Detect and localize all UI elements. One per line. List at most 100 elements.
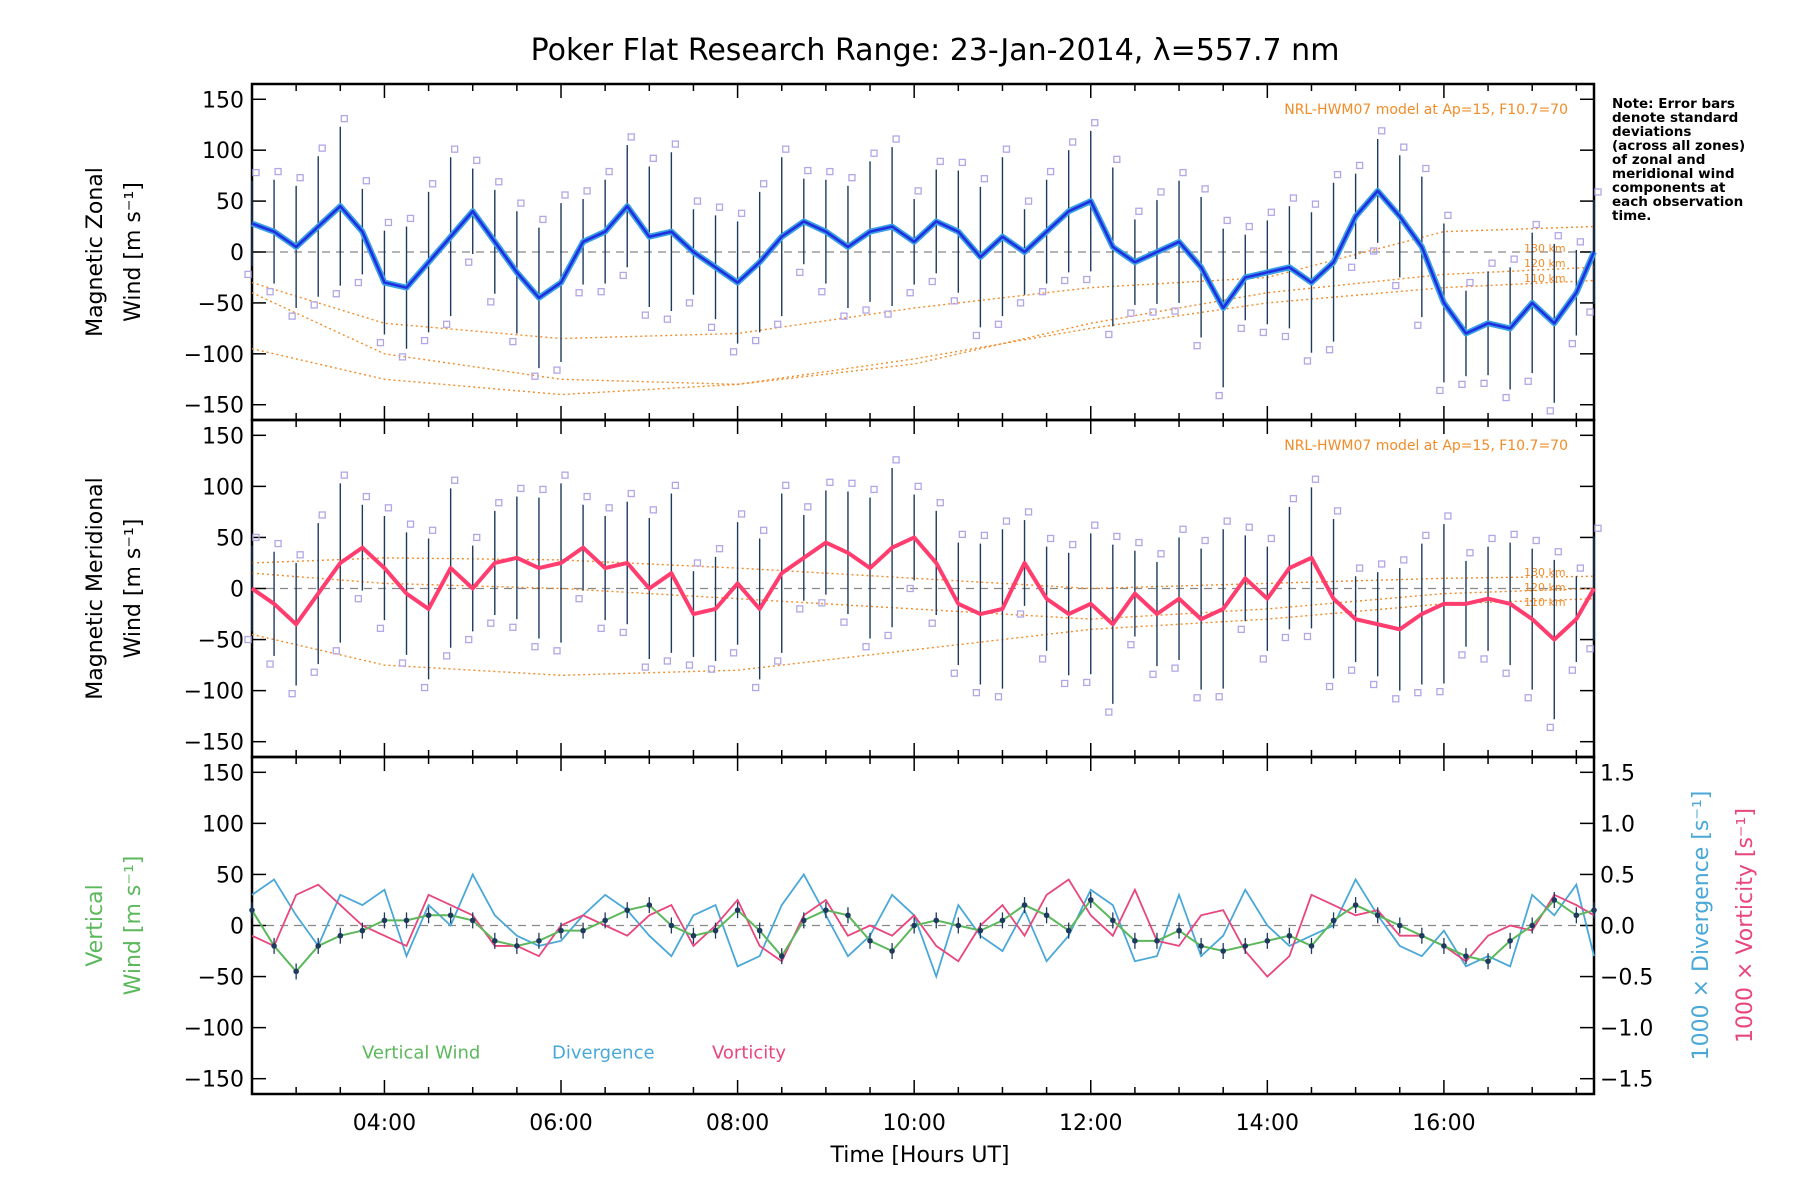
scatter-point [1135,538,1143,547]
note-line: deviations [1612,124,1691,140]
scatter-point [1532,220,1540,229]
scatter-point [561,191,569,199]
note-line: meridional wind [1612,166,1735,182]
scatter-point [1576,564,1584,572]
scatter-point [1502,393,1510,402]
scatter-point [870,149,878,157]
x-tick-label: 06:00 [529,1111,592,1136]
scatter-point [266,288,274,296]
vertical-wind-point [359,927,366,934]
scatter-point [693,197,702,205]
vertical-wind-point [1198,943,1204,949]
scatter-point [641,311,649,319]
scatter-point [980,175,989,183]
altitude-label: 110 km [1524,272,1566,285]
vertical-wind-point [337,932,344,939]
scatter-point [517,484,525,493]
vertical-wind-point [646,902,653,908]
scatter-point [671,140,680,148]
scatter-point [840,618,848,626]
vertical-wind-point [1485,958,1491,965]
right-tick-label: 1.0 [1600,812,1635,837]
scatter-point [288,690,296,698]
scatter-point [707,665,716,673]
vertical-wind-point [249,907,255,913]
scatter-point [1378,560,1386,568]
scatter-point [1061,276,1069,285]
scatter-point [892,135,900,143]
scatter-point [575,289,583,297]
scatter-point [1083,678,1091,687]
vertical-wind-point [690,932,697,939]
y-axis-label: Magnetic Meridional Wind [m s⁻¹] [83,477,146,699]
scatter-point [384,504,393,512]
scatter-point [1458,651,1466,659]
scatter-point [1105,330,1113,339]
scatter-point [1422,164,1430,173]
model-curve-0 [251,598,1595,677]
scatter-point [840,312,848,320]
scatter-point [1510,255,1518,263]
scatter-point [1414,321,1422,329]
scatter-point [1510,530,1518,539]
y-axis-label-line2: Wind [m s⁻¹] [121,182,146,322]
right-tick-label: 1.5 [1600,761,1635,786]
scatter-point [752,336,760,345]
vertical-wind-point [845,912,851,919]
scatter-point [994,320,1003,328]
scatter-point [296,551,304,559]
vertical-wind-point [1264,938,1271,944]
scatter-point [1586,645,1594,653]
scatter-point [1355,564,1364,572]
vertical-wind-point [1374,912,1381,919]
scatter-point [1223,216,1231,225]
scatter-point [531,643,539,651]
vertical-wind-point [1551,897,1558,903]
scatter-point [1113,155,1121,163]
scatter-point [354,278,363,287]
scatter-point [980,531,989,540]
y-tick-label: 150 [202,761,244,786]
scatter-point [473,533,481,542]
vertical-wind-point [889,948,895,954]
scatter-point [649,506,657,514]
scatter-point [1466,549,1474,557]
scatter-point [950,669,958,677]
scatter-point [252,168,260,177]
scatter-point [1259,655,1267,663]
scatter-point [818,599,826,607]
vertical-wind-point [1352,902,1359,908]
scatter-point [376,624,385,632]
y-tick-label: 50 [216,526,244,551]
model-label: NRL-HWM07 model at Ap=15, F10.7=70 [1284,438,1568,454]
scatter-point [1083,275,1091,284]
scatter-point [384,218,393,227]
vertical-wind-point [491,938,498,944]
vertical-wind-point [1330,917,1337,924]
y-axis-label-line1: Vertical [83,884,108,966]
scatter-point [1237,324,1245,333]
series-line-vertical-wind [251,898,1595,973]
scatter-point [1149,308,1157,316]
x-tick-label: 10:00 [882,1111,945,1136]
scatter-point [487,619,495,627]
scatter-point [1237,625,1245,633]
scatter-point [1179,525,1187,533]
scatter-point [244,270,252,279]
scatter-point [972,331,981,340]
scatter-point [619,271,627,280]
series-line-vorticity [251,878,1595,978]
scatter-point [332,647,340,655]
y-axis-label-line2: Wind [m s⁻¹] [121,856,146,996]
scatter-point [958,530,966,539]
scatter-point [406,520,415,528]
scatter-point [627,133,635,141]
y-axis-label-line2: Wind [m s⁻¹] [121,519,146,659]
vertical-wind-point [469,917,476,924]
model-curve-0 [251,279,1595,396]
y-tick-label: −100 [184,1017,244,1042]
vertical-wind-point [1286,932,1293,939]
vertical-wind-point [1021,902,1028,908]
scatter-point [1532,536,1540,545]
